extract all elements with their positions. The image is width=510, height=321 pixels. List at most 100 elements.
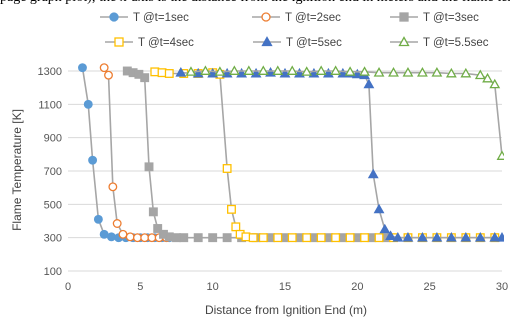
data-point <box>227 204 236 214</box>
x-tick-label: 25 <box>424 281 436 293</box>
legend-marker <box>399 12 409 22</box>
legend-label: T @t=3sec <box>423 12 479 24</box>
series-line-4 <box>154 71 495 239</box>
series-line-3 <box>127 70 387 239</box>
data-point <box>388 67 399 77</box>
series-group-6 <box>185 65 504 160</box>
data-point <box>489 232 501 242</box>
data-point <box>148 207 158 217</box>
data-point <box>496 150 504 160</box>
data-point <box>243 65 255 75</box>
data-point <box>331 233 341 243</box>
data-point <box>147 233 157 243</box>
legend-item-3: T @t=3sec <box>390 12 479 24</box>
data-point <box>474 69 486 80</box>
data-point <box>157 68 167 78</box>
data-point <box>315 65 327 75</box>
data-point <box>373 203 385 214</box>
x-tick-label: 20 <box>351 281 363 293</box>
y-tick-label: 300 <box>44 233 62 245</box>
data-point <box>208 233 218 243</box>
data-point <box>363 78 375 89</box>
data-point <box>301 66 313 76</box>
data-point <box>175 67 187 77</box>
data-point <box>106 232 116 242</box>
data-point <box>140 73 150 83</box>
legend-marker <box>114 37 124 47</box>
data-point <box>228 65 240 75</box>
data-point <box>99 63 109 73</box>
data-point <box>265 67 276 77</box>
legend-marker <box>398 36 410 47</box>
legend-item-4: T @t=4sec <box>105 37 194 49</box>
series-line-6 <box>190 70 503 157</box>
legend: T @t=1sec T @t=2sec T @t=3sec T @t=4sec T @t… <box>100 12 489 49</box>
axes: 100 300 500 700 900 1100 1300 0 5 10 15 20 25 30 <box>38 66 509 293</box>
data-point <box>374 233 384 243</box>
y-axis-title: Flame Temperature [K] <box>10 109 24 231</box>
data-point <box>125 232 135 242</box>
data-point <box>373 67 385 77</box>
data-point <box>231 222 241 232</box>
data-point <box>359 66 370 76</box>
data-point <box>367 168 379 179</box>
data-point <box>144 162 154 172</box>
y-tick-label: 900 <box>44 133 62 145</box>
series-group-1 <box>78 63 174 243</box>
data-point <box>88 155 98 165</box>
legend-marker <box>261 36 273 47</box>
legend-label: T @t=5sec <box>286 37 342 49</box>
data-point <box>258 233 268 243</box>
data-point <box>214 66 226 76</box>
data-point <box>241 232 251 242</box>
data-point <box>193 233 203 243</box>
data-point <box>179 233 189 243</box>
data-point <box>482 72 493 83</box>
y-tick-label: 500 <box>44 199 62 211</box>
data-point <box>172 233 181 243</box>
legend-marker <box>109 12 119 22</box>
y-tick-label: 100 <box>44 266 62 278</box>
data-point <box>153 224 163 233</box>
data-point <box>164 232 174 242</box>
x-axis-title: Distance from Ignition End (m) <box>205 303 367 317</box>
data-point <box>272 65 284 75</box>
series-group-2 <box>99 63 171 243</box>
data-point <box>316 233 326 243</box>
data-point <box>344 66 356 76</box>
data-point <box>402 67 414 77</box>
data-point <box>474 232 486 242</box>
legend-label: T @t=1sec <box>133 12 189 24</box>
y-tick-label: 1300 <box>38 66 62 78</box>
data-point <box>345 233 355 243</box>
data-point <box>164 69 174 78</box>
data-point <box>489 78 501 89</box>
data-point <box>108 182 118 192</box>
data-point <box>222 164 232 173</box>
x-tick-label: 5 <box>137 281 143 293</box>
legend-marker <box>261 12 271 22</box>
data-point <box>431 67 443 77</box>
legend-label: T @t=4sec <box>138 37 194 49</box>
y-tick-label: 1100 <box>38 99 62 111</box>
data-point <box>460 232 472 242</box>
data-point <box>402 232 414 242</box>
x-tick-label: 0 <box>65 281 71 293</box>
data-point <box>460 67 472 78</box>
data-point <box>360 233 370 243</box>
data-point <box>385 230 397 240</box>
data-point <box>417 232 428 242</box>
data-point <box>78 63 87 73</box>
data-point <box>185 66 197 76</box>
data-point <box>273 233 283 243</box>
data-point <box>200 65 211 75</box>
data-point <box>83 99 93 109</box>
x-tick-label: 15 <box>279 281 291 293</box>
legend-label: T @t=2sec <box>285 12 341 24</box>
legend-item-1: T @t=1sec <box>100 12 189 24</box>
legend-item-6: T @t=5.5sec <box>390 36 489 49</box>
data-point <box>222 233 232 243</box>
data-point <box>248 233 258 243</box>
legend-item-2: T @t=2sec <box>252 12 341 24</box>
